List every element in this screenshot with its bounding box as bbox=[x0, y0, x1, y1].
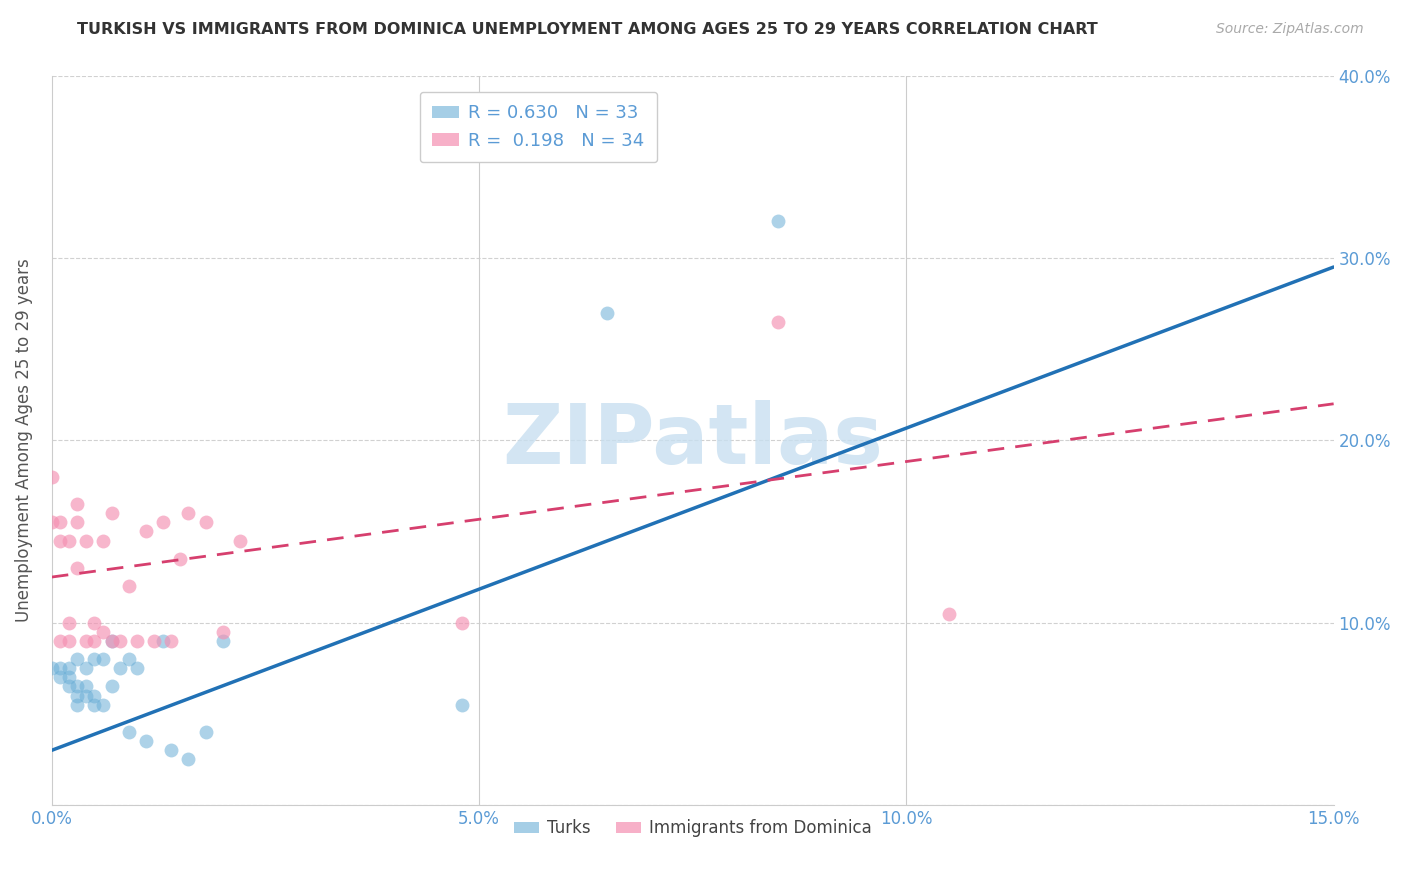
Point bbox=[49, 670, 72, 684]
Point bbox=[118, 579, 141, 593]
Point bbox=[49, 516, 72, 530]
Point bbox=[41, 469, 63, 483]
Point bbox=[127, 661, 149, 675]
Point bbox=[118, 652, 141, 666]
Point bbox=[160, 633, 183, 648]
Point bbox=[66, 680, 89, 694]
Point bbox=[83, 689, 105, 703]
Point bbox=[211, 624, 233, 639]
Point bbox=[100, 633, 122, 648]
Point bbox=[108, 633, 131, 648]
Point bbox=[143, 633, 166, 648]
Point bbox=[75, 689, 97, 703]
Point bbox=[66, 689, 89, 703]
Text: Source: ZipAtlas.com: Source: ZipAtlas.com bbox=[1216, 22, 1364, 37]
Point bbox=[91, 652, 114, 666]
Point bbox=[135, 524, 157, 539]
Point bbox=[66, 497, 89, 511]
Point bbox=[108, 661, 131, 675]
Point bbox=[160, 743, 183, 757]
Point bbox=[91, 624, 114, 639]
Text: TURKISH VS IMMIGRANTS FROM DOMINICA UNEMPLOYMENT AMONG AGES 25 TO 29 YEARS CORRE: TURKISH VS IMMIGRANTS FROM DOMINICA UNEM… bbox=[77, 22, 1098, 37]
Point bbox=[58, 633, 80, 648]
Point bbox=[766, 315, 789, 329]
Point bbox=[66, 516, 89, 530]
Point bbox=[91, 698, 114, 712]
Point bbox=[66, 652, 89, 666]
Point bbox=[75, 633, 97, 648]
Point bbox=[451, 615, 474, 630]
Y-axis label: Unemployment Among Ages 25 to 29 years: Unemployment Among Ages 25 to 29 years bbox=[15, 259, 32, 622]
Point bbox=[118, 725, 141, 739]
Legend: Turks, Immigrants from Dominica: Turks, Immigrants from Dominica bbox=[508, 813, 879, 844]
Point bbox=[229, 533, 252, 548]
Point bbox=[49, 533, 72, 548]
Point bbox=[66, 561, 89, 575]
Point bbox=[58, 615, 80, 630]
Point bbox=[58, 533, 80, 548]
Point bbox=[100, 506, 122, 520]
Point bbox=[83, 698, 105, 712]
Point bbox=[152, 633, 174, 648]
Point bbox=[83, 652, 105, 666]
Point bbox=[83, 633, 105, 648]
Point bbox=[194, 516, 217, 530]
Point bbox=[194, 725, 217, 739]
Point bbox=[49, 633, 72, 648]
Point bbox=[135, 734, 157, 748]
Point bbox=[127, 633, 149, 648]
Point bbox=[75, 661, 97, 675]
Point bbox=[75, 533, 97, 548]
Point bbox=[100, 680, 122, 694]
Point bbox=[177, 752, 200, 766]
Point bbox=[766, 214, 789, 228]
Point bbox=[41, 661, 63, 675]
Point bbox=[66, 698, 89, 712]
Point bbox=[75, 680, 97, 694]
Point bbox=[152, 516, 174, 530]
Point bbox=[41, 516, 63, 530]
Point bbox=[83, 615, 105, 630]
Point bbox=[451, 698, 474, 712]
Point bbox=[211, 633, 233, 648]
Point bbox=[58, 661, 80, 675]
Text: ZIPatlas: ZIPatlas bbox=[502, 400, 883, 481]
Point bbox=[177, 506, 200, 520]
Point bbox=[49, 661, 72, 675]
Point bbox=[58, 670, 80, 684]
Point bbox=[91, 533, 114, 548]
Point bbox=[58, 680, 80, 694]
Point bbox=[169, 551, 191, 566]
Point bbox=[938, 607, 960, 621]
Point bbox=[100, 633, 122, 648]
Point bbox=[596, 305, 619, 319]
